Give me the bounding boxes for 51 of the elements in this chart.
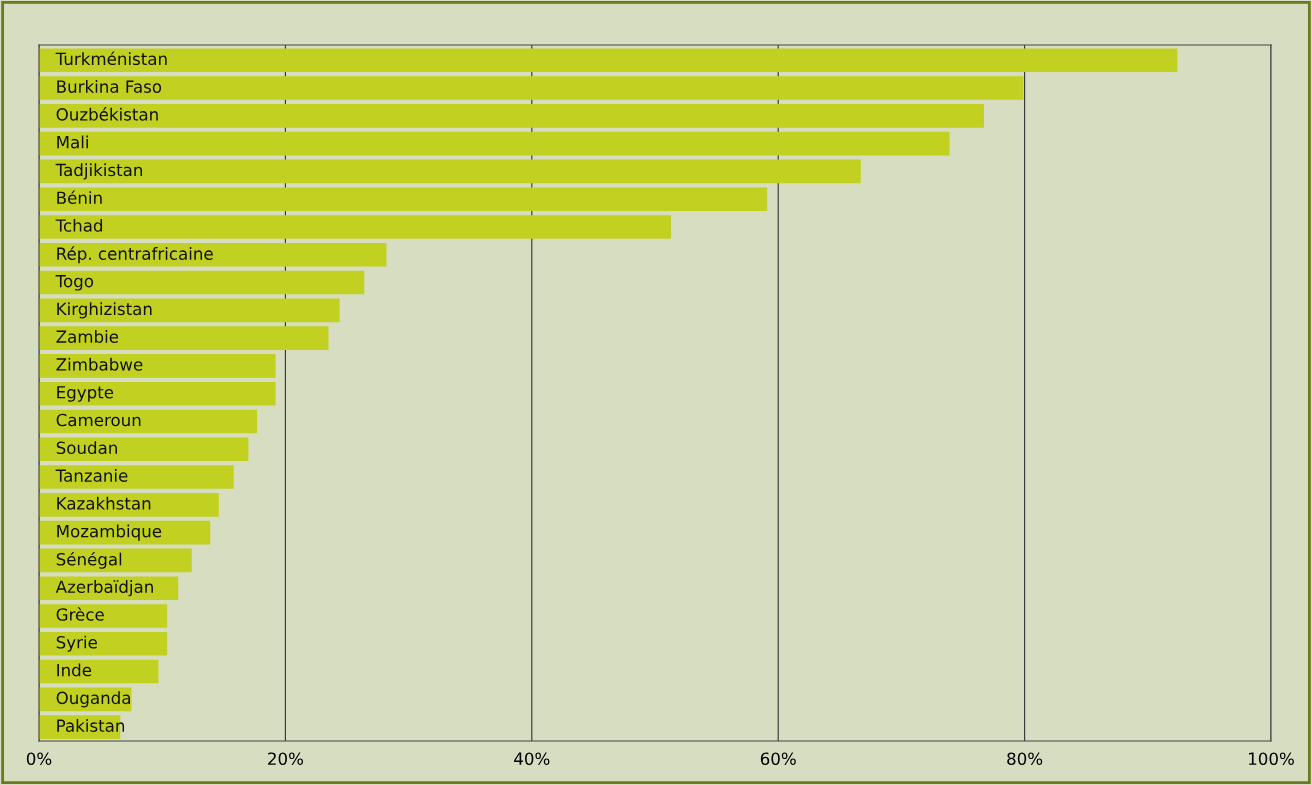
y-tick-label: Zambie: [56, 330, 119, 343]
y-tick-label: Cameroun: [56, 413, 141, 427]
y-tick-label: Ouganda: [56, 691, 130, 708]
x-tick-label: 100%: [1249, 752, 1294, 766]
bar: [39, 409, 258, 434]
y-tick-label: Inde: [57, 663, 92, 677]
y-tick-label: Soudan: [56, 441, 117, 455]
bar: [39, 242, 387, 267]
bar: [39, 326, 329, 350]
x-tick-label: 0%: [26, 752, 52, 766]
y-tick-label: Burkina Faso: [57, 80, 162, 93]
y-tick-label: Mali: [57, 135, 88, 149]
y-tick-label: Grèce: [56, 607, 104, 621]
y-tick-label: Rép. centrafricaine: [57, 246, 213, 264]
y-tick-label: Tadjikistan: [55, 163, 143, 180]
x-tick-label: 60%: [760, 752, 796, 766]
y-tick-label: Azerbaïdjan: [55, 580, 153, 597]
y-tick-label: Tchad: [55, 218, 103, 232]
bar: [39, 381, 276, 406]
y-tick-label: Egypte: [57, 386, 114, 402]
bar: [39, 631, 168, 656]
y-tick-label: Tanzanie: [55, 468, 128, 482]
bar: [39, 48, 1178, 73]
bar: [39, 548, 192, 573]
bar: [39, 604, 168, 628]
bar: [39, 270, 365, 295]
bar: [39, 465, 234, 489]
y-tick-label: Turkménistan: [55, 51, 167, 66]
y-tick-label: Ouzbékistan: [56, 107, 158, 121]
y-tick-label: Togo: [55, 275, 94, 291]
x-tick-label: 40%: [514, 752, 550, 766]
bar: [39, 215, 672, 239]
bar: [39, 187, 768, 212]
bar: [39, 659, 159, 684]
bar: [39, 76, 1024, 100]
bar: [39, 298, 340, 323]
bar: [39, 104, 984, 128]
x-tick-label: 20%: [268, 752, 303, 766]
bar: [39, 131, 950, 156]
x-tick-label: 80%: [1007, 752, 1043, 766]
y-tick-label: Mozambique: [57, 524, 162, 541]
y-tick-label: Kirghizistan: [57, 302, 152, 319]
bar: [39, 437, 249, 462]
y-tick-label: Bénin: [57, 190, 102, 205]
y-tick-label: Syrie: [56, 635, 97, 652]
bar: [39, 159, 861, 184]
y-tick-label: Zimbabwe: [56, 357, 143, 371]
bar: [39, 354, 276, 378]
bar: [39, 493, 219, 517]
y-tick-label: Kazakhstan: [57, 496, 151, 510]
y-tick-label: Sénégal: [56, 552, 122, 569]
